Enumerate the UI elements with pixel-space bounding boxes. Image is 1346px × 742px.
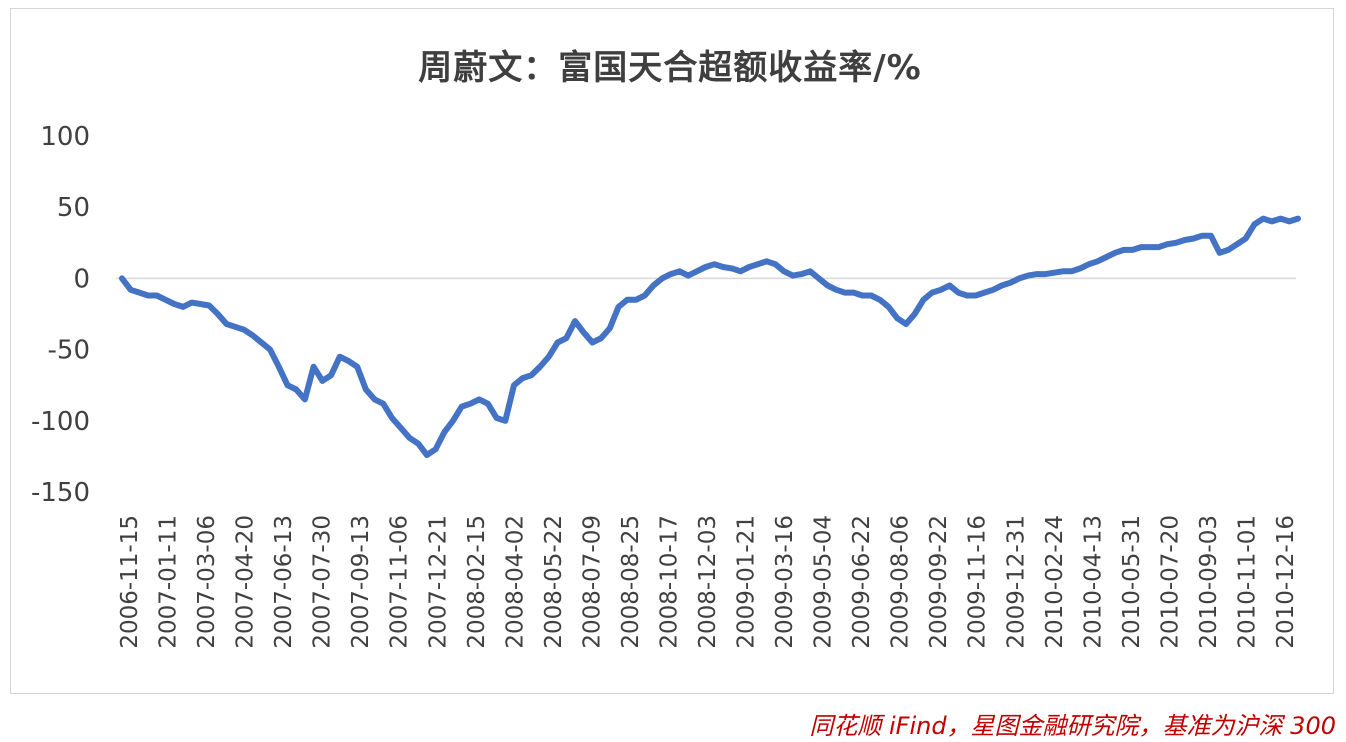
x-tick-label: 2009-08-06 bbox=[888, 515, 914, 649]
x-tick-label: 2009-01-21 bbox=[734, 515, 760, 649]
x-tick-label: 2007-04-20 bbox=[233, 515, 259, 649]
x-tick-label: 2008-12-03 bbox=[695, 515, 721, 649]
y-tick-label: -150 bbox=[31, 478, 90, 508]
x-tick-label: 2008-10-17 bbox=[656, 515, 682, 649]
x-tick-label: 2009-03-16 bbox=[772, 515, 798, 649]
x-tick-label: 2010-07-20 bbox=[1157, 515, 1183, 649]
source-note: 同花顺 iFind，星图金融研究院，基准为沪深 300 bbox=[809, 712, 1336, 740]
x-axis-labels: 2006-11-15 2007-01-11 2007-03-06 2007-04-20… bbox=[117, 515, 1299, 649]
x-tick-label: 2009-11-16 bbox=[965, 515, 991, 649]
x-tick-label: 2008-02-15 bbox=[464, 515, 490, 649]
x-tick-label: 2007-09-13 bbox=[348, 515, 374, 649]
y-tick-label: 0 bbox=[73, 264, 90, 294]
x-tick-label: 2008-08-25 bbox=[618, 515, 644, 649]
y-tick-label: 50 bbox=[57, 193, 90, 223]
x-tick-label: 2008-04-02 bbox=[502, 515, 528, 649]
x-tick-label: 2010-05-31 bbox=[1119, 515, 1145, 649]
x-tick-label: 2007-06-13 bbox=[271, 515, 297, 649]
chart-frame bbox=[10, 8, 1334, 694]
y-tick-label: -50 bbox=[48, 336, 90, 366]
x-tick-label: 2010-04-13 bbox=[1080, 515, 1106, 649]
x-tick-label: 2009-05-04 bbox=[811, 515, 837, 649]
y-tick-label: 100 bbox=[40, 122, 90, 152]
series-line bbox=[119, 215, 1301, 458]
x-tick-label: 2007-11-06 bbox=[387, 515, 413, 649]
x-tick-label: 2007-07-30 bbox=[310, 515, 336, 649]
y-axis-labels: 100 50 0 -50 -100 -150 bbox=[31, 122, 90, 508]
x-tick-label: 2009-09-22 bbox=[926, 515, 952, 649]
y-tick-label: -100 bbox=[31, 407, 90, 437]
x-tick-label: 2009-06-22 bbox=[849, 515, 875, 649]
x-tick-label: 2007-12-21 bbox=[425, 515, 451, 649]
x-tick-label: 2010-11-01 bbox=[1234, 515, 1260, 649]
x-tick-label: 2007-01-11 bbox=[156, 515, 182, 649]
x-tick-label: 2010-09-03 bbox=[1196, 515, 1222, 649]
x-tick-label: 2008-05-22 bbox=[541, 515, 567, 649]
x-tick-label: 2006-11-15 bbox=[117, 515, 143, 649]
x-tick-label: 2010-02-24 bbox=[1042, 515, 1068, 649]
chart-title: 周蔚文：富国天合超额收益率/% bbox=[418, 48, 922, 88]
x-tick-label: 2008-07-09 bbox=[579, 515, 605, 649]
x-tick-label: 2009-12-31 bbox=[1003, 515, 1029, 649]
x-tick-label: 2007-03-06 bbox=[194, 515, 220, 649]
x-tick-label: 2010-12-16 bbox=[1273, 515, 1299, 649]
